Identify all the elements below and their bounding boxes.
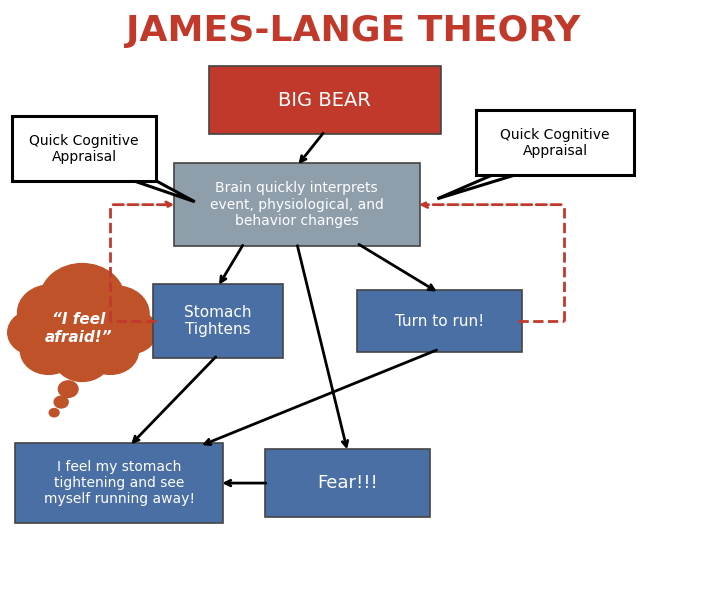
Circle shape	[83, 327, 138, 374]
Circle shape	[18, 285, 84, 340]
Polygon shape	[127, 175, 150, 179]
Circle shape	[20, 327, 77, 374]
Polygon shape	[126, 178, 195, 202]
Text: Turn to run!: Turn to run!	[395, 314, 484, 329]
FancyBboxPatch shape	[476, 110, 634, 175]
Text: JAMES-LANGE THEORY: JAMES-LANGE THEORY	[126, 14, 580, 48]
Circle shape	[8, 310, 61, 355]
FancyBboxPatch shape	[12, 116, 156, 181]
Circle shape	[83, 286, 149, 342]
Circle shape	[40, 263, 124, 334]
Circle shape	[54, 396, 68, 408]
Circle shape	[54, 334, 110, 381]
Polygon shape	[500, 169, 522, 173]
FancyBboxPatch shape	[357, 290, 522, 352]
Text: Quick Cognitive
Appraisal: Quick Cognitive Appraisal	[501, 128, 610, 158]
FancyBboxPatch shape	[152, 284, 282, 358]
Text: I feel my stomach
tightening and see
myself running away!: I feel my stomach tightening and see mys…	[44, 460, 195, 506]
Text: BIG BEAR: BIG BEAR	[278, 91, 371, 110]
Circle shape	[59, 381, 78, 397]
Text: “I feel
afraid!”: “I feel afraid!”	[45, 312, 112, 345]
FancyBboxPatch shape	[174, 163, 420, 246]
Circle shape	[49, 408, 59, 417]
FancyBboxPatch shape	[265, 449, 431, 517]
Text: Fear!!!: Fear!!!	[318, 474, 378, 492]
Polygon shape	[438, 172, 524, 199]
Text: Stomach
Tightens: Stomach Tightens	[184, 305, 251, 337]
Text: Brain quickly interprets
event, physiological, and
behavior changes: Brain quickly interprets event, physiolo…	[210, 182, 383, 228]
Text: Quick Cognitive
Appraisal: Quick Cognitive Appraisal	[29, 134, 139, 164]
FancyBboxPatch shape	[16, 443, 223, 523]
Circle shape	[103, 309, 157, 354]
FancyBboxPatch shape	[209, 66, 441, 134]
